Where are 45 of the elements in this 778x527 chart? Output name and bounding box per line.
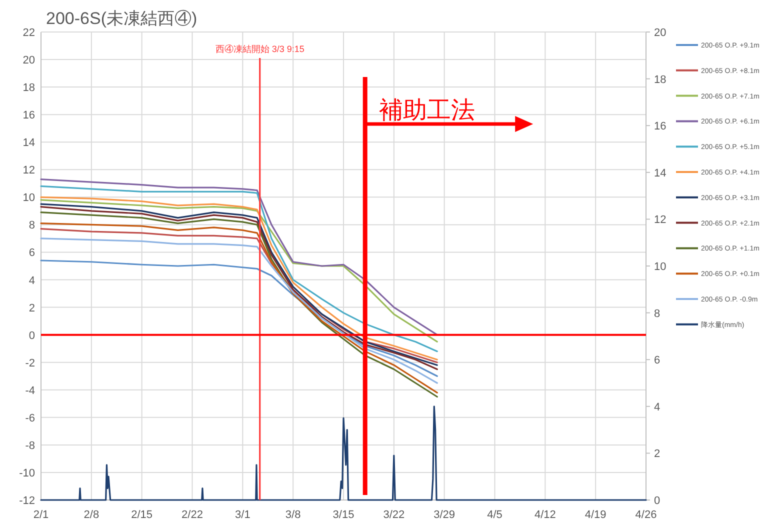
y2-tick-label: 16 xyxy=(654,120,666,133)
y2-tick-label: 8 xyxy=(654,308,660,320)
y-tick-label: 0 xyxy=(28,330,35,342)
y2-tick-label: 2 xyxy=(654,448,660,460)
x-tick-label: 4/19 xyxy=(584,509,606,521)
x-tick-label: 4/5 xyxy=(487,509,502,521)
x-tick-label: 3/1 xyxy=(235,509,250,521)
y-tick-label: -6 xyxy=(25,412,35,424)
y-tick-label: -8 xyxy=(25,440,35,452)
x-tick-label: 2/1 xyxy=(33,509,49,521)
x-tick-label: 2/8 xyxy=(84,509,100,521)
y-tick-label: 22 xyxy=(22,27,35,39)
x-tick-label: 2/15 xyxy=(131,509,153,521)
x-tick-label: 2/22 xyxy=(182,509,203,521)
y2-tick-label: 0 xyxy=(654,495,660,507)
chart-title: 200-6S(未凍結西④) xyxy=(46,9,198,28)
y-tick-label: 4 xyxy=(28,274,35,287)
ref-line-label: 西④凍結開始 3/3 9:15 xyxy=(215,44,304,54)
y2-tick-label: 20 xyxy=(654,27,666,39)
y2-tick-label: 14 xyxy=(654,167,666,180)
y-tick-label: -2 xyxy=(25,357,35,370)
x-tick-label: 4/26 xyxy=(635,509,657,521)
x-tick-label: 3/22 xyxy=(383,509,405,521)
y2-tick-label: 12 xyxy=(654,214,666,226)
y2-tick-label: 6 xyxy=(654,354,660,367)
y-tick-label: 20 xyxy=(22,54,35,67)
y-tick-label: -4 xyxy=(25,384,35,397)
x-tick-label: 4/12 xyxy=(534,509,556,521)
x-tick-label: 3/15 xyxy=(332,509,354,521)
y-tick-label: -10 xyxy=(19,467,35,480)
y-tick-label: 12 xyxy=(22,164,35,177)
y-tick-label: 8 xyxy=(28,220,35,232)
y-tick-label: -12 xyxy=(19,495,35,507)
y-tick-label: 14 xyxy=(22,137,35,150)
ref-line-label: 補助工法 xyxy=(379,97,476,124)
y-tick-label: 6 xyxy=(28,247,35,260)
x-tick-label: 3/29 xyxy=(434,509,456,521)
y-tick-label: 10 xyxy=(22,192,35,204)
y-tick-label: 18 xyxy=(22,82,35,94)
y2-tick-label: 10 xyxy=(654,261,666,273)
x-tick-label: 3/8 xyxy=(285,509,301,521)
y2-tick-label: 4 xyxy=(654,401,660,414)
y2-tick-label: 18 xyxy=(654,74,666,86)
y-tick-label: 2 xyxy=(28,302,35,314)
y-tick-label: 16 xyxy=(22,110,35,122)
